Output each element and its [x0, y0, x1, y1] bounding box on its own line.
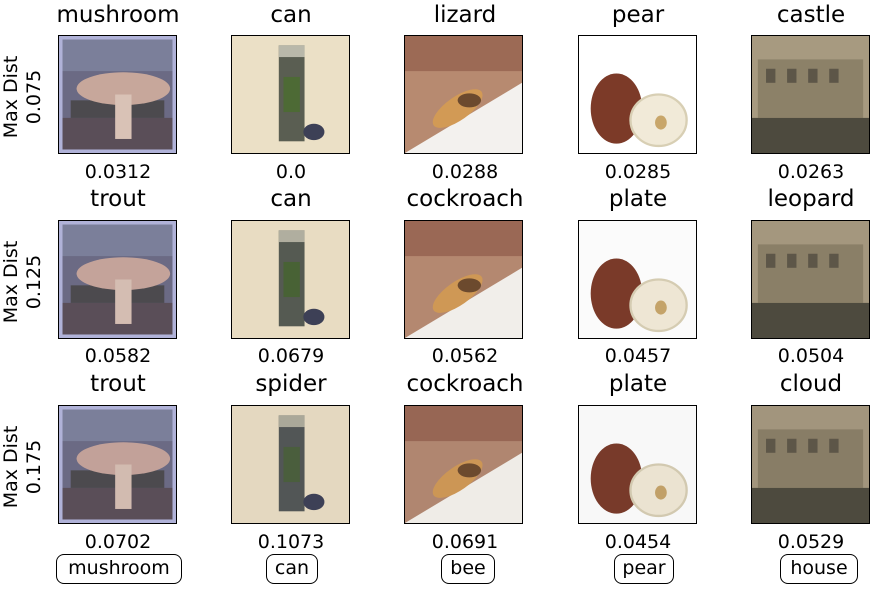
prediction-label: plate	[608, 371, 668, 397]
row-label-3: Max Dist 0.175	[0, 425, 45, 509]
row-label-2: Max Dist 0.125	[0, 240, 45, 324]
row-label-1: Max Dist 0.075	[0, 55, 45, 139]
distance-value: 0.0312	[84, 161, 152, 183]
distance-value: 0.0562	[431, 345, 499, 367]
pear-image	[578, 405, 697, 524]
can-image	[231, 35, 350, 154]
prediction-label: trout	[90, 371, 146, 397]
distance-value: 0.0529	[777, 531, 845, 553]
true-label: bee	[441, 554, 495, 584]
distance-value: 0.0679	[257, 345, 325, 367]
prediction-label: lizard	[433, 2, 497, 28]
true-label: mushroom	[56, 554, 182, 584]
distance-value: 0.0285	[604, 161, 672, 183]
true-label: pear	[614, 554, 674, 584]
distance-value: 0.0504	[777, 345, 845, 367]
distance-value: 0.0582	[84, 345, 152, 367]
mushroom-image	[58, 35, 177, 154]
prediction-label: can	[270, 186, 312, 212]
lizard-image	[404, 220, 523, 339]
prediction-label: leopard	[767, 186, 855, 212]
prediction-label: cockroach	[406, 186, 524, 212]
prediction-label: mushroom	[56, 2, 180, 28]
pear-image	[578, 35, 697, 154]
prediction-label: cockroach	[406, 371, 524, 397]
prediction-label: castle	[776, 2, 846, 28]
distance-value: 0.0702	[84, 531, 152, 553]
prediction-label: cloud	[779, 371, 843, 397]
distance-value: 0.0288	[431, 161, 499, 183]
castle-image	[751, 220, 870, 339]
mushroom-image	[58, 405, 177, 524]
can-image	[231, 220, 350, 339]
lizard-image	[404, 405, 523, 524]
distance-value: 0.0263	[777, 161, 845, 183]
lizard-image	[404, 35, 523, 154]
can-image	[231, 405, 350, 524]
distance-value: 0.0454	[604, 531, 672, 553]
distance-value: 0.0691	[431, 531, 499, 553]
distance-value: 0.0457	[604, 345, 672, 367]
distance-value: 0.1073	[257, 531, 325, 553]
pear-image	[578, 220, 697, 339]
mushroom-image	[58, 220, 177, 339]
prediction-label: pear	[611, 2, 665, 28]
prediction-label: trout	[90, 186, 146, 212]
distance-value: 0.0	[275, 161, 307, 183]
prediction-label: spider	[255, 371, 327, 397]
prediction-label: can	[270, 2, 312, 28]
true-label: can	[266, 554, 318, 584]
castle-image	[751, 405, 870, 524]
true-label: house	[780, 554, 858, 584]
castle-image	[751, 35, 870, 154]
prediction-label: plate	[608, 186, 668, 212]
